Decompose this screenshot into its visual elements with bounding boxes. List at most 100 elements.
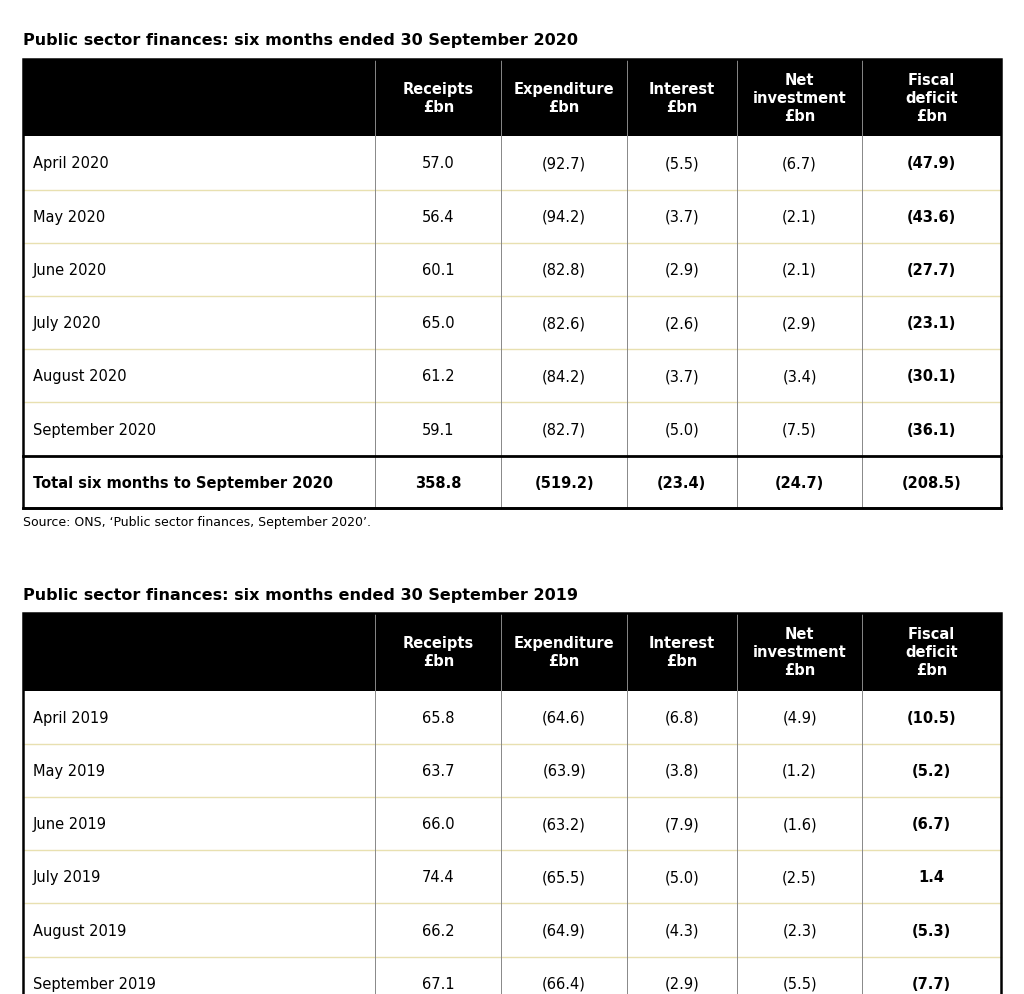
- Text: (4.3): (4.3): [665, 922, 699, 937]
- Text: 1.4: 1.4: [919, 870, 945, 885]
- Text: (1.6): (1.6): [782, 816, 817, 831]
- Text: 63.7: 63.7: [422, 763, 455, 778]
- Text: (65.5): (65.5): [542, 870, 586, 885]
- Text: (82.8): (82.8): [542, 262, 586, 277]
- Text: (2.6): (2.6): [665, 316, 699, 331]
- Text: (6.7): (6.7): [912, 816, 951, 831]
- Text: July 2019: July 2019: [33, 870, 101, 885]
- Text: Interest
£bn: Interest £bn: [649, 635, 715, 669]
- Text: 65.0: 65.0: [422, 316, 455, 331]
- Text: April 2020: April 2020: [33, 156, 109, 171]
- Text: Interest
£bn: Interest £bn: [649, 82, 715, 115]
- Text: July 2020: July 2020: [33, 316, 101, 331]
- Text: (92.7): (92.7): [542, 156, 586, 171]
- Text: April 2019: April 2019: [33, 710, 109, 725]
- Text: (7.7): (7.7): [912, 976, 951, 991]
- Text: Fiscal
deficit
£bn: Fiscal deficit £bn: [905, 73, 958, 124]
- Text: May 2020: May 2020: [33, 210, 105, 225]
- Text: 65.8: 65.8: [422, 710, 455, 725]
- Text: (63.2): (63.2): [542, 816, 586, 831]
- Text: 74.4: 74.4: [422, 870, 455, 885]
- Text: August 2019: August 2019: [33, 922, 126, 937]
- Bar: [23, 613, 1001, 691]
- Text: (5.0): (5.0): [665, 422, 699, 437]
- Text: (2.9): (2.9): [665, 976, 699, 991]
- Text: (7.9): (7.9): [665, 816, 699, 831]
- Bar: [23, 745, 1001, 797]
- Text: September 2020: September 2020: [33, 422, 156, 437]
- Text: 59.1: 59.1: [422, 422, 455, 437]
- Text: (2.9): (2.9): [665, 262, 699, 277]
- Bar: [23, 851, 1001, 904]
- Text: 60.1: 60.1: [422, 262, 455, 277]
- Bar: [23, 691, 1001, 745]
- Text: (27.7): (27.7): [907, 262, 956, 277]
- Text: August 2020: August 2020: [33, 369, 126, 384]
- Text: (6.8): (6.8): [665, 710, 699, 725]
- Text: (94.2): (94.2): [542, 210, 586, 225]
- Text: 56.4: 56.4: [422, 210, 455, 225]
- Text: (30.1): (30.1): [907, 369, 956, 384]
- Text: (5.2): (5.2): [912, 763, 951, 778]
- Text: (5.5): (5.5): [665, 156, 699, 171]
- Bar: [23, 404, 1001, 456]
- Text: (2.1): (2.1): [782, 210, 817, 225]
- Text: (7.5): (7.5): [782, 422, 817, 437]
- Bar: [23, 957, 1001, 994]
- Text: Net
investment
£bn: Net investment £bn: [753, 626, 847, 678]
- Text: 61.2: 61.2: [422, 369, 455, 384]
- Text: (519.2): (519.2): [535, 475, 594, 490]
- Text: (24.7): (24.7): [775, 475, 824, 490]
- Text: Net
investment
£bn: Net investment £bn: [753, 73, 847, 124]
- Text: (64.6): (64.6): [542, 710, 586, 725]
- Bar: [23, 60, 1001, 509]
- Text: 66.0: 66.0: [422, 816, 455, 831]
- Text: (4.9): (4.9): [782, 710, 817, 725]
- Text: (10.5): (10.5): [907, 710, 956, 725]
- Text: Expenditure
£bn: Expenditure £bn: [514, 82, 614, 115]
- Text: May 2019: May 2019: [33, 763, 104, 778]
- Text: (23.1): (23.1): [907, 316, 956, 331]
- Text: (2.5): (2.5): [782, 870, 817, 885]
- Text: Expenditure
£bn: Expenditure £bn: [514, 635, 614, 669]
- Text: 66.2: 66.2: [422, 922, 455, 937]
- Text: (2.9): (2.9): [782, 316, 817, 331]
- Text: (3.4): (3.4): [782, 369, 817, 384]
- Text: (82.6): (82.6): [542, 316, 586, 331]
- Text: Source: ONS, ‘Public sector finances, September 2020’.: Source: ONS, ‘Public sector finances, Se…: [23, 516, 371, 529]
- Text: (84.2): (84.2): [542, 369, 586, 384]
- Bar: [23, 191, 1001, 244]
- Text: (2.1): (2.1): [782, 262, 817, 277]
- Text: (1.2): (1.2): [782, 763, 817, 778]
- Text: June 2019: June 2019: [33, 816, 106, 831]
- Text: Public sector finances: six months ended 30 September 2020: Public sector finances: six months ended…: [23, 33, 578, 49]
- Bar: [23, 904, 1001, 957]
- Text: (63.9): (63.9): [543, 763, 586, 778]
- Text: (5.3): (5.3): [912, 922, 951, 937]
- Text: (47.9): (47.9): [907, 156, 956, 171]
- Bar: [23, 60, 1001, 137]
- Bar: [23, 137, 1001, 191]
- Text: (3.7): (3.7): [665, 369, 699, 384]
- Text: Fiscal
deficit
£bn: Fiscal deficit £bn: [905, 626, 958, 678]
- Bar: [23, 797, 1001, 851]
- Text: (66.4): (66.4): [542, 976, 586, 991]
- Text: Receipts
£bn: Receipts £bn: [402, 82, 474, 115]
- Text: (82.7): (82.7): [542, 422, 586, 437]
- Text: 57.0: 57.0: [422, 156, 455, 171]
- Text: 358.8: 358.8: [415, 475, 462, 490]
- Text: (64.9): (64.9): [542, 922, 586, 937]
- Bar: [23, 613, 1001, 994]
- Text: (5.5): (5.5): [782, 976, 817, 991]
- Bar: [23, 244, 1001, 296]
- Text: Total six months to September 2020: Total six months to September 2020: [33, 475, 333, 490]
- Text: (36.1): (36.1): [907, 422, 956, 437]
- Bar: [23, 296, 1001, 350]
- Text: (3.8): (3.8): [665, 763, 699, 778]
- Text: Receipts
£bn: Receipts £bn: [402, 635, 474, 669]
- Text: September 2019: September 2019: [33, 976, 156, 991]
- Text: (6.7): (6.7): [782, 156, 817, 171]
- Bar: [23, 456, 1001, 509]
- Text: (3.7): (3.7): [665, 210, 699, 225]
- Text: (43.6): (43.6): [907, 210, 956, 225]
